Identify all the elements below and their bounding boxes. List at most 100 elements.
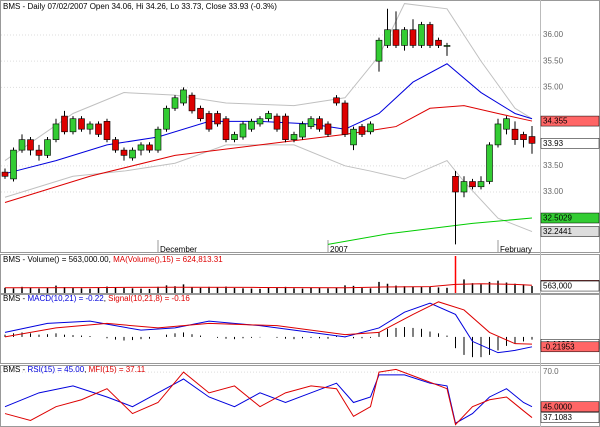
indicator-line <box>4 283 533 289</box>
candle-body <box>316 118 323 130</box>
volume-bar <box>38 288 40 293</box>
volume-bar <box>531 286 533 293</box>
x-tick-label: 2007 <box>330 245 348 254</box>
volume-bar <box>318 288 321 293</box>
value-box-label: 563,000 <box>543 282 572 291</box>
histogram-bar <box>89 336 91 337</box>
volume-bar <box>225 286 227 293</box>
histogram-bar <box>327 336 329 339</box>
histogram-bar <box>480 336 482 358</box>
candle-body <box>384 29 391 46</box>
histogram-bar <box>412 327 414 337</box>
panel-title: BMS - RSI(15) = 45.00, MFI(15) = 37.11 <box>3 365 146 374</box>
candle-body <box>452 175 459 193</box>
candle-body <box>358 126 366 135</box>
candle-body <box>486 144 493 182</box>
histogram-bar <box>47 334 48 337</box>
indicator-line <box>4 302 533 354</box>
value-box <box>540 412 600 423</box>
panel-title-part: , <box>84 365 88 374</box>
value-box <box>540 212 600 224</box>
volume-bar <box>21 286 23 293</box>
volume-bar <box>276 287 278 293</box>
candle-body <box>163 107 170 130</box>
indicator-line <box>4 3 533 162</box>
volume-bar <box>522 284 525 293</box>
value-box <box>540 115 600 127</box>
volume-bar <box>208 286 210 293</box>
volume-bar <box>463 279 465 293</box>
histogram-bar <box>523 336 524 342</box>
volume-bar <box>106 286 108 293</box>
candle-body <box>214 113 221 125</box>
candle-body <box>282 115 289 140</box>
value-box <box>540 138 600 149</box>
candle-body <box>44 139 51 156</box>
y-tick-label: 35.00 <box>543 82 564 91</box>
volume-bar <box>63 287 66 293</box>
histogram-bar <box>174 333 176 337</box>
volume-bar <box>199 287 202 293</box>
volume-bar <box>454 256 457 293</box>
histogram-bar <box>463 336 465 355</box>
volume-bar <box>242 288 244 293</box>
histogram-bar <box>285 336 286 339</box>
volume-bar <box>174 286 176 293</box>
x-tick-label: February <box>500 245 532 254</box>
indicator-line <box>4 301 533 345</box>
candle-body <box>443 45 451 47</box>
candle-body <box>511 128 519 140</box>
candle-body <box>350 128 357 146</box>
value-box-label: 45.0000 <box>543 402 572 411</box>
histogram-bar <box>21 332 23 337</box>
panel-title-part: MA(Volume(),15) = 624,813.31 <box>113 255 223 264</box>
histogram-bar <box>149 336 150 339</box>
histogram-bar <box>293 336 295 340</box>
candle-body <box>520 134 527 140</box>
volume-bar <box>182 284 185 293</box>
candle-body <box>129 149 136 159</box>
candle-body <box>188 94 196 112</box>
y-tick-label: 35.50 <box>543 56 564 65</box>
value-box-label: 32.2441 <box>543 227 572 236</box>
volume-bar <box>446 287 448 293</box>
histogram-bar <box>115 336 116 340</box>
volume-bar <box>505 282 508 293</box>
candle-body <box>256 118 264 125</box>
histogram-bar <box>251 336 252 338</box>
volume-bar <box>344 285 346 293</box>
volume-bar <box>131 288 134 293</box>
histogram-bar <box>200 335 201 337</box>
histogram-bar <box>123 336 125 341</box>
volume-bar <box>97 287 100 293</box>
histogram-bar <box>166 334 167 337</box>
volume-bar <box>29 287 32 293</box>
candle-body <box>239 123 247 138</box>
volume-panel <box>0 254 600 294</box>
histogram-bar <box>4 334 6 337</box>
volume-bar <box>165 285 168 293</box>
candle-body <box>494 123 502 146</box>
volume-bar <box>310 287 312 293</box>
volume-bar <box>89 288 91 293</box>
y-tick-label: 33.50 <box>543 161 564 170</box>
candle-body <box>299 123 306 138</box>
candle-body <box>426 24 434 46</box>
volume-bar <box>403 286 406 293</box>
panel-title: BMS - MACD(10,21) = -0.22, Signal(10,21,… <box>3 294 190 303</box>
histogram-bar <box>319 336 320 339</box>
candle-body <box>290 134 298 140</box>
candle-body <box>18 139 26 151</box>
value-box-label: 37.1083 <box>543 413 572 422</box>
histogram-bar <box>132 336 133 341</box>
x-tick-label: December <box>160 245 197 254</box>
volume-bar <box>471 283 474 293</box>
volume-bar <box>250 288 253 293</box>
histogram-bar <box>514 336 516 344</box>
value-box-label: 34.355 <box>543 117 568 126</box>
panel-title-part: , <box>104 294 108 303</box>
volume-bar <box>301 288 304 293</box>
volume-bar <box>191 287 193 293</box>
value-box <box>540 280 600 292</box>
